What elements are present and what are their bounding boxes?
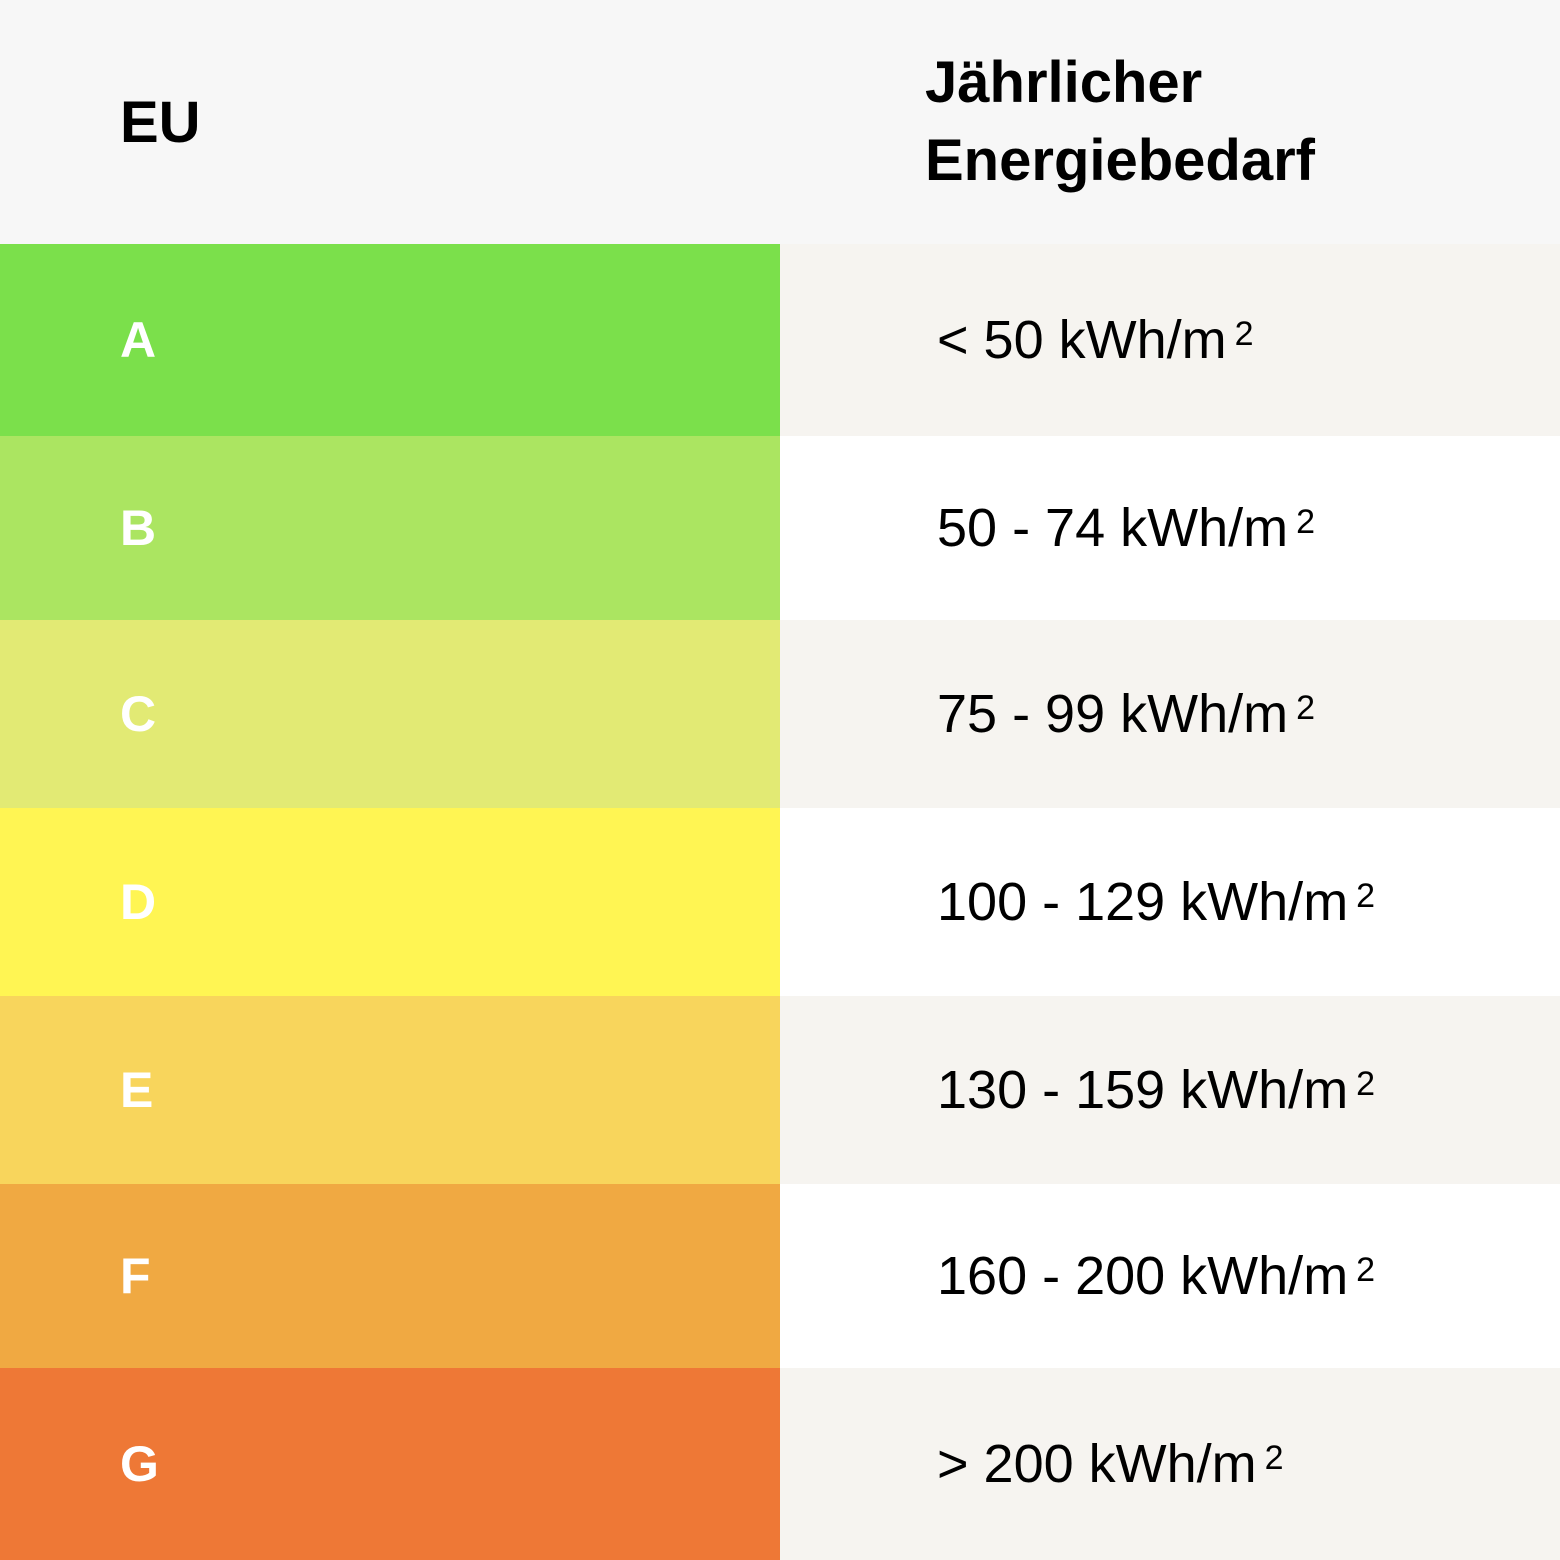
table-row: A < 50 kWh/m 2 <box>0 244 1560 436</box>
energy-value: 130 - 159 kWh/m 2 <box>780 996 1560 1184</box>
energy-value: 100 - 129 kWh/m 2 <box>780 808 1560 996</box>
table-row: C 75 - 99 kWh/m 2 <box>0 620 1560 808</box>
value-text: 160 - 200 kWh/m <box>937 1246 1349 1306</box>
table-row: D 100 - 129 kWh/m 2 <box>0 808 1560 996</box>
value-superscript: 2 <box>1356 1064 1376 1103</box>
value-text: 75 - 99 kWh/m <box>937 684 1289 744</box>
value-superscript: 2 <box>1356 876 1376 915</box>
energy-value: > 200 kWh/m 2 <box>780 1368 1560 1560</box>
table-row: B 50 - 74 kWh/m 2 <box>0 436 1560 620</box>
class-label: F <box>0 1184 780 1368</box>
header-cell: Jährlicher Energiebedarf <box>0 0 1315 244</box>
class-label: E <box>0 996 780 1184</box>
class-letter: C <box>120 686 157 742</box>
class-letter: D <box>120 874 157 930</box>
value-superscript: 2 <box>1264 1438 1284 1477</box>
class-label: B <box>0 436 780 620</box>
table-body: A < 50 kWh/m 2 B 50 - 74 kWh/m 2 C 75 - 99 kWh/… <box>0 244 1560 1560</box>
class-label: A <box>0 244 780 436</box>
class-letter: G <box>120 1436 159 1492</box>
energy-value: 160 - 200 kWh/m 2 <box>780 1184 1560 1368</box>
class-letter: B <box>120 500 157 556</box>
value-text: < 50 kWh/m <box>937 310 1227 370</box>
energy-value: 50 - 74 kWh/m 2 <box>780 436 1560 620</box>
value-text: 100 - 129 kWh/m <box>937 872 1349 932</box>
class-label: D <box>0 808 780 996</box>
class-label: G <box>0 1368 780 1560</box>
table-header: EU Jährlicher Energiebedarf <box>0 0 1560 244</box>
value-superscript: 2 <box>1296 688 1316 727</box>
energy-value: < 50 kWh/m 2 <box>780 244 1560 436</box>
class-letter: A <box>120 312 157 368</box>
class-letter: E <box>120 1062 154 1118</box>
class-letter: F <box>120 1248 151 1304</box>
table-row: G > 200 kWh/m 2 <box>0 1368 1560 1560</box>
value-text: 130 - 159 kWh/m <box>937 1060 1349 1120</box>
value-superscript: 2 <box>1296 502 1316 541</box>
value-text: > 200 kWh/m <box>937 1434 1257 1494</box>
table-row: E 130 - 159 kWh/m 2 <box>0 996 1560 1184</box>
class-label: C <box>0 620 780 808</box>
value-superscript: 2 <box>1356 1250 1376 1289</box>
header-cell: EU <box>120 89 201 155</box>
value-text: 50 - 74 kWh/m <box>937 498 1289 558</box>
energy-value: 75 - 99 kWh/m 2 <box>780 620 1560 808</box>
table-row: F 160 - 200 kWh/m 2 <box>0 1184 1560 1368</box>
value-superscript: 2 <box>1234 314 1254 353</box>
header-text: Jährlicher Energiebedarf <box>925 50 1315 193</box>
